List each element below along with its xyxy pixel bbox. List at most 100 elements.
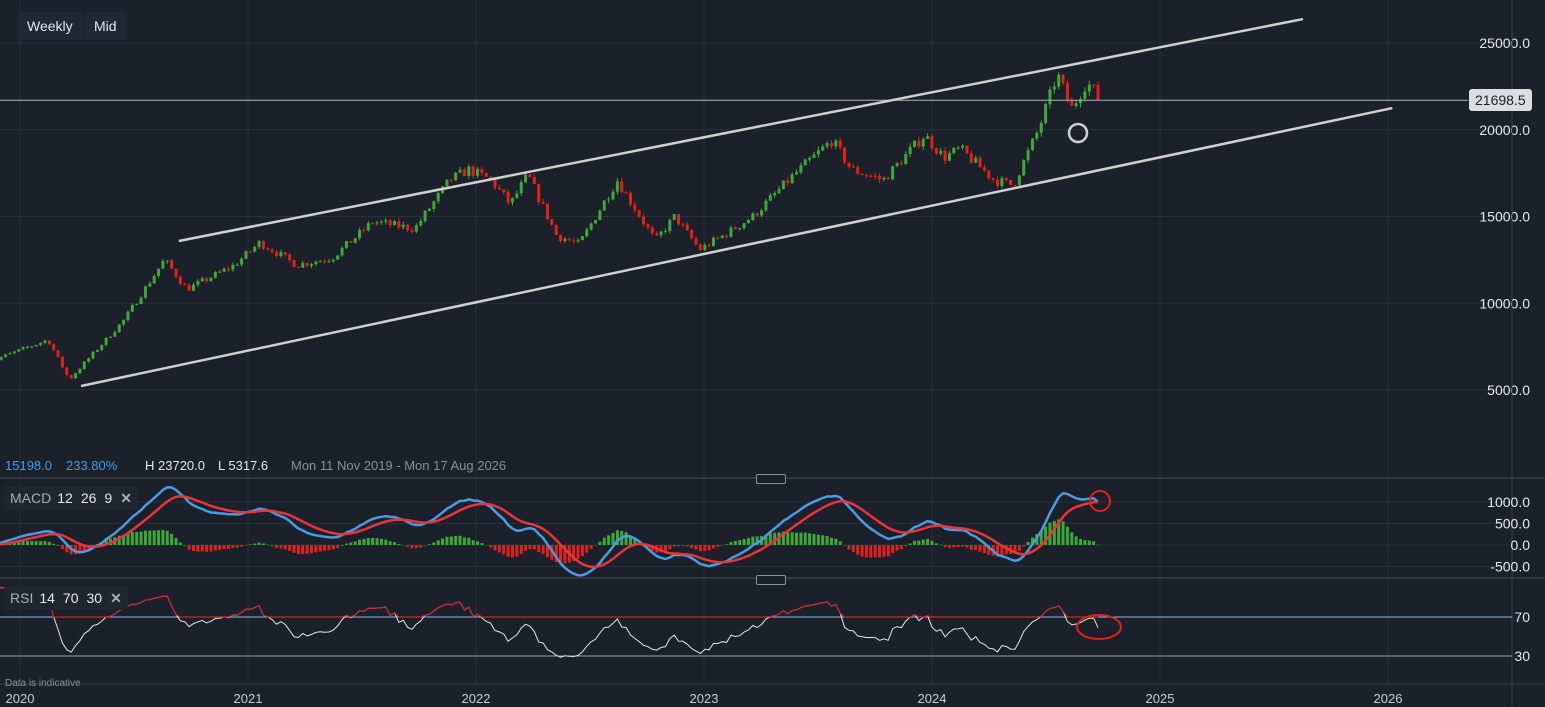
candle-body — [12, 351, 16, 354]
candle-body — [729, 227, 733, 237]
candle-body — [371, 223, 375, 225]
macd-histogram-bar — [196, 545, 200, 552]
macd-histogram-bar — [78, 545, 82, 554]
macd-histogram-bar — [489, 545, 493, 548]
candle-body — [192, 284, 196, 291]
candle-body — [930, 136, 934, 149]
candle-body — [672, 214, 676, 220]
macd-histogram-bar — [725, 544, 729, 545]
close-rsi-icon[interactable]: ✕ — [110, 590, 122, 606]
macd-histogram-bar — [56, 545, 60, 547]
candle-body — [82, 361, 86, 369]
candle-body — [471, 166, 475, 176]
macd-histogram-bar — [786, 532, 790, 545]
macd-histogram-bar — [454, 535, 458, 545]
high-value: H 23720.0 — [145, 458, 205, 473]
macd-histogram-bar — [65, 545, 69, 553]
candle-body — [1065, 83, 1069, 100]
candle-body — [860, 173, 864, 176]
candle-body — [196, 281, 200, 285]
macd-histogram-bar — [729, 542, 733, 545]
macd-histogram-bar — [799, 532, 803, 545]
candle-body — [493, 178, 497, 188]
candle-body — [677, 214, 681, 225]
macd-histogram-bar — [253, 543, 257, 545]
macd-histogram — [0, 519, 1100, 564]
interval-button[interactable]: Weekly — [17, 12, 83, 40]
pane-resize-handle-macd[interactable] — [756, 474, 786, 484]
price-type-button[interactable]: Mid — [84, 12, 127, 40]
candle-body — [340, 247, 344, 256]
macd-histogram-bar — [917, 540, 921, 545]
macd-histogram-bar — [436, 540, 440, 545]
candle-body — [773, 193, 777, 196]
candle-body — [943, 150, 947, 161]
macd-histogram-bar — [899, 545, 903, 549]
candle-body — [598, 210, 602, 220]
candle-body — [209, 277, 213, 282]
candle-body — [869, 175, 873, 177]
candle-body — [602, 200, 606, 211]
candle-body — [563, 239, 567, 241]
macd-legend[interactable]: MACD 12 26 9 ✕ — [4, 486, 138, 510]
macd-histogram-bar — [690, 545, 694, 548]
candle-body — [904, 154, 908, 165]
macd-histogram-bar — [266, 544, 270, 546]
close-macd-icon[interactable]: ✕ — [120, 490, 132, 506]
pane-resize-handle-rsi[interactable] — [756, 575, 786, 585]
rsi-overbought-line — [0, 587, 1098, 618]
macd-histogram-bar — [808, 533, 812, 545]
x-tick-label: 2022 — [462, 691, 491, 706]
candle-body — [659, 231, 663, 236]
macd-histogram-bar — [1057, 519, 1061, 545]
macd-histogram-bar — [301, 545, 305, 554]
macd-histogram-bar — [952, 545, 956, 548]
macd-histogram-bar — [1096, 544, 1100, 546]
candle-body — [956, 147, 960, 149]
rsi-line — [0, 587, 1099, 658]
macd-histogram-bar — [519, 545, 523, 555]
candle-body — [275, 252, 279, 257]
macd-histogram-bar — [965, 545, 969, 548]
macd-histogram-bar — [1013, 545, 1017, 554]
candle-body — [620, 181, 624, 193]
candle-body — [126, 311, 130, 320]
macd-histogram-bar — [152, 530, 156, 545]
macd-histogram-bar — [17, 541, 21, 545]
macd-histogram-bar — [829, 537, 833, 545]
macd-histogram-bar — [633, 538, 637, 545]
candle-body — [445, 179, 449, 187]
candle-body — [449, 179, 453, 181]
macd-histogram-bar — [982, 545, 986, 554]
candle-body — [589, 223, 593, 230]
candle-body — [939, 150, 943, 154]
candle-body — [1013, 184, 1017, 186]
macd-histogram-bar — [1083, 540, 1087, 545]
candle-body — [410, 230, 414, 232]
candle-body — [751, 213, 755, 221]
candle-body — [1092, 84, 1096, 86]
candle-body — [524, 174, 528, 183]
macd-histogram-bar — [882, 545, 886, 557]
candle-body — [912, 140, 916, 147]
candle-body — [187, 285, 191, 291]
rsi-legend[interactable]: RSI 14 70 30 ✕ — [4, 586, 128, 610]
macd-histogram-bar — [698, 545, 702, 552]
candle-body — [733, 227, 737, 230]
macd-histogram-bar — [795, 532, 799, 545]
macd-histogram-bar — [545, 545, 549, 558]
rsi-tick-label: 70 — [1514, 609, 1530, 625]
candle-body — [987, 170, 991, 179]
candle-body — [1061, 74, 1065, 84]
macd-histogram-bar — [344, 543, 348, 545]
candle-body — [550, 219, 554, 226]
macd-histogram-bar — [825, 536, 829, 545]
candle-body — [668, 219, 672, 231]
macd-histogram-bar — [720, 545, 724, 546]
candle-body — [480, 169, 484, 173]
macd-histogram-bar — [755, 536, 759, 545]
macd-histogram-bar — [506, 545, 510, 557]
candle-body — [847, 162, 851, 167]
macd-fast: 12 — [57, 490, 73, 506]
